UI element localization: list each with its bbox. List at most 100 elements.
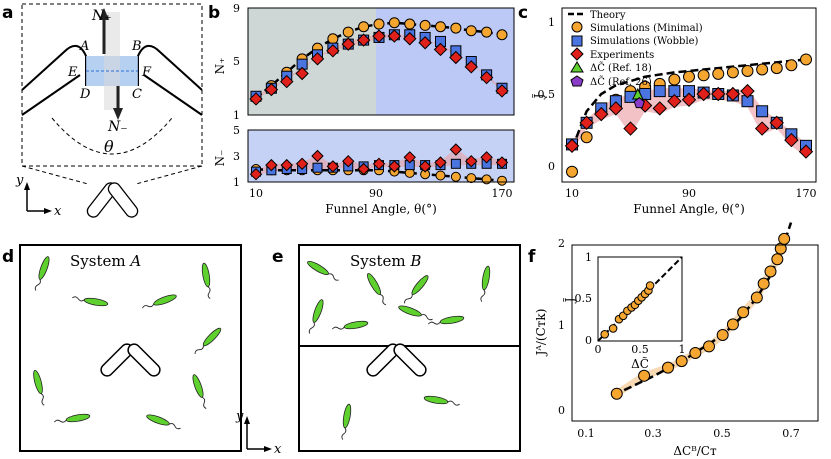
b-bot-diamond-point — [311, 149, 324, 163]
b-top-diamond-point — [495, 84, 509, 98]
panel-label-e: e — [272, 247, 284, 267]
f-data-point — [764, 265, 777, 278]
axis-x-arrow-e-icon — [264, 446, 272, 452]
point-b: B — [131, 39, 142, 54]
point-a: A — [79, 39, 89, 54]
bacterium-b — [480, 265, 491, 302]
b-bot-diamond-point — [280, 158, 293, 172]
bacterium-flagellum — [427, 321, 441, 325]
c-circle-point — [580, 131, 593, 144]
fi-xtick-05: 0.5 — [631, 343, 649, 356]
c-diamond-point — [608, 101, 624, 116]
f-ytick-1: 1 — [558, 319, 565, 332]
fi-ytick-05: 0.5 — [575, 292, 593, 305]
b-top-ylabel: N₊ — [213, 58, 227, 75]
bacterium-b — [366, 273, 387, 306]
c-ytick-05: 0.5 — [538, 88, 556, 101]
c-ytick-1: 1 — [548, 16, 555, 29]
c-xtick-90: 90 — [682, 187, 696, 200]
bacterium-flagellum — [341, 427, 347, 440]
label-theta: θ — [104, 137, 114, 156]
b-top-diamond-point — [249, 92, 263, 106]
arrow-down-icon — [113, 108, 123, 120]
c-diamond-point — [667, 93, 682, 109]
b-top-diamond-point — [403, 32, 417, 46]
f-data-point — [716, 329, 729, 342]
f-xtick-07: 0.7 — [782, 427, 800, 440]
b-top-diamond-point — [310, 52, 325, 66]
barrier-a-right — [127, 343, 161, 377]
c-circle-point — [697, 69, 710, 82]
bacteria-b — [307, 260, 491, 440]
system-a-title: System A — [70, 252, 141, 270]
b-bot-diamond-point — [495, 156, 509, 169]
c-diamond-point — [564, 138, 580, 154]
bacterium-body — [146, 414, 170, 426]
bacterium-body — [481, 265, 491, 291]
axis-x-label: x — [54, 204, 62, 219]
c-circle-point — [800, 53, 812, 66]
c-diamond-point — [696, 86, 711, 102]
bacterium-body — [307, 260, 329, 276]
bacterium-flagellum — [379, 293, 387, 306]
bacterium-b — [307, 260, 339, 281]
bacterium-body — [38, 256, 50, 280]
bacterium-body — [65, 413, 91, 423]
bacterium-flagellum — [201, 396, 207, 409]
f-xtick-05: 0.5 — [713, 427, 731, 440]
bacterium-flagellum — [169, 423, 181, 430]
f-inset-point — [600, 329, 610, 339]
b-top-diamond-point — [464, 60, 478, 74]
b-xtick-10: 10 — [249, 187, 263, 200]
bacterium-a — [192, 374, 207, 409]
f-data-point — [638, 369, 651, 382]
bacterium-a — [194, 327, 222, 354]
point-d: D — [79, 87, 91, 102]
system-a-box — [19, 244, 242, 452]
bacterium-b — [427, 315, 465, 325]
f-axes — [571, 244, 819, 422]
f-inset-marks — [600, 281, 655, 339]
zoom-line-right — [135, 165, 203, 185]
b-bot-diamond-point — [372, 157, 386, 171]
f-xtick-03: 0.3 — [644, 427, 662, 440]
funnel-left-wall — [21, 45, 87, 91]
b-top-diamond-point — [418, 36, 432, 50]
fi-xtick-0: 0 — [595, 343, 602, 356]
f-data-point — [771, 253, 784, 266]
bacterium-flagellum — [142, 303, 155, 309]
bacterium-body — [366, 273, 382, 295]
b-top-circle-point — [404, 18, 416, 30]
b-bot-ytick-3: 3 — [233, 150, 240, 163]
c-circle-point — [785, 59, 798, 72]
axis-y-arrow-e-icon — [244, 416, 250, 424]
b-top-circle-point — [481, 26, 493, 38]
panel-a-schematic: N₊ N₋ A B C D E F θ y x — [15, 3, 203, 219]
c-diamond-point — [740, 83, 755, 99]
point-c: C — [132, 87, 142, 102]
b-top-ytick-9: 9 — [233, 2, 240, 15]
c-diamond-point — [798, 144, 814, 159]
bacterium-flagellum — [53, 419, 67, 423]
axis-x-arrow-icon — [44, 208, 52, 214]
f-data-point — [778, 232, 791, 245]
f-xlabel: ΔCᴮ/Cᴛ — [673, 444, 717, 458]
b-bot-square-point — [450, 158, 461, 169]
b-top-circle-point — [358, 21, 370, 33]
c-diamond-point — [579, 115, 594, 131]
f-ytick-0: 0 — [558, 404, 565, 417]
bacterium-a — [201, 262, 211, 300]
b-bot-circle-point — [450, 171, 461, 182]
panel-label-b: b — [208, 3, 220, 23]
bacterium-flagellum — [308, 322, 315, 334]
legend-ref26: ΔC̃ (Ref. 26) — [590, 76, 652, 88]
theta-arc — [51, 117, 173, 155]
c-diamond-point — [594, 106, 609, 122]
bacterium-b — [308, 299, 324, 334]
bacterium-flagellum — [207, 286, 211, 300]
c-xlabel: Funnel Angle, θ(°) — [633, 202, 745, 216]
fi-ytick-1: 1 — [585, 251, 592, 264]
bacterium-body — [201, 262, 211, 288]
c-circle-point — [756, 63, 769, 76]
c-circle-point — [566, 165, 578, 178]
